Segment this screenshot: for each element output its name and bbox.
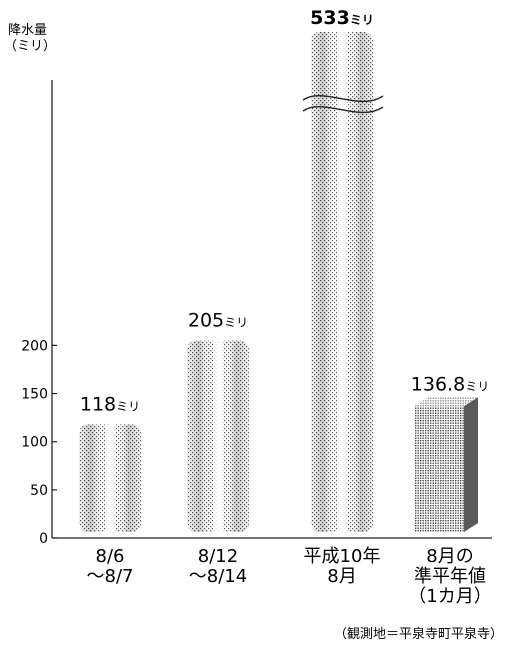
- bar: [302, 32, 384, 532]
- bar-side-face: [464, 397, 478, 532]
- bar-top-face: [414, 397, 478, 407]
- y-axis-title: 降水量 （ミリ）: [4, 19, 56, 54]
- category-label: 8/6 ～8/7: [87, 546, 134, 587]
- y-tick-label: 0: [39, 531, 48, 547]
- bar-shading: [79, 424, 141, 532]
- bar-shading: [187, 340, 249, 532]
- y-axis-title-line: （ミリ）: [4, 39, 56, 54]
- category-label: 平成10年 8月: [304, 546, 381, 587]
- category-label: 8月の準平年値（1カ月）: [408, 546, 491, 607]
- bar-value-label: 118ミリ: [80, 393, 140, 415]
- bar-value-label: 533ミリ: [310, 7, 374, 29]
- bar-value-label: 205ミリ: [188, 310, 248, 332]
- y-tick-label: 50: [30, 483, 48, 499]
- bar: [79, 424, 141, 532]
- bar-shading: [311, 32, 373, 532]
- bar: [187, 340, 249, 532]
- observation-note: （観測地＝平泉寺町平泉寺）: [334, 626, 503, 642]
- axis-break-mark: [302, 95, 384, 102]
- category-label: 8/12 ～8/14: [189, 546, 247, 587]
- category-labels: 8/6 ～8/7 8/12 ～8/14 平成10年 8月 8月の準平年値（1カ月）: [87, 546, 492, 607]
- bar-value-label: 136.8ミリ: [411, 373, 489, 395]
- y-tick-label: 150: [21, 387, 48, 403]
- bar-front-face: [414, 406, 464, 532]
- y-tick-label: 200: [21, 338, 48, 354]
- value-labels: 118ミリ 205ミリ 533ミリ 136.8ミリ: [80, 7, 489, 415]
- axis-break-mark: [302, 106, 384, 113]
- y-axis-title-line: 降水量: [8, 23, 47, 38]
- y-tick-label: 100: [21, 435, 48, 451]
- bar: [414, 397, 478, 532]
- bars: [79, 32, 478, 532]
- y-axis: 0 50 100 150 200: [21, 80, 492, 547]
